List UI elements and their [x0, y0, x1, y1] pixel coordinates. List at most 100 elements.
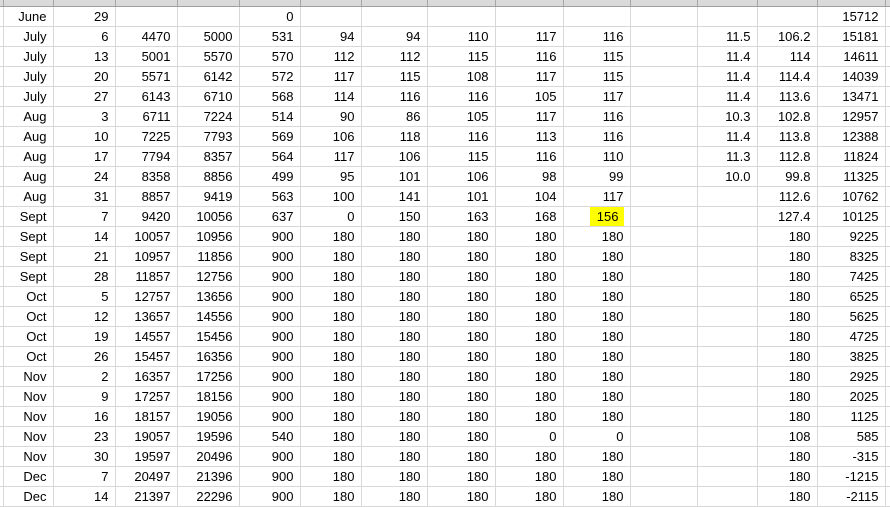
cell[interactable]: 180 [757, 386, 818, 407]
cell[interactable] [630, 206, 698, 227]
cell[interactable]: 514 [239, 106, 301, 127]
cell[interactable]: 30 [53, 446, 116, 467]
cell[interactable] [697, 466, 758, 487]
cell-month[interactable]: July [3, 46, 54, 67]
cell[interactable]: 180 [427, 306, 496, 327]
cell[interactable]: 180 [495, 326, 564, 347]
cell[interactable]: 180 [300, 426, 362, 447]
cell[interactable]: 180 [361, 326, 428, 347]
cell[interactable]: 180 [757, 366, 818, 387]
cell-month[interactable]: Nov [3, 386, 54, 407]
cell[interactable]: 12757 [115, 286, 178, 307]
cell[interactable]: 180 [361, 486, 428, 507]
cell[interactable]: 180 [563, 346, 631, 367]
cell[interactable] [563, 6, 631, 27]
cell[interactable] [697, 6, 758, 27]
cell[interactable] [630, 286, 698, 307]
cell[interactable]: 95 [300, 166, 362, 187]
cell[interactable]: 11.4 [697, 66, 758, 87]
cell[interactable]: 180 [757, 226, 818, 247]
cell[interactable]: 637 [239, 206, 301, 227]
cell[interactable]: 168 [495, 206, 564, 227]
cell[interactable]: 10056 [177, 206, 240, 227]
cell[interactable]: 180 [495, 286, 564, 307]
cell[interactable] [757, 6, 818, 27]
cell[interactable] [630, 466, 698, 487]
cell[interactable]: 180 [495, 226, 564, 247]
cell[interactable]: 6142 [177, 66, 240, 87]
cell[interactable]: 86 [361, 106, 428, 127]
cell[interactable]: 104 [495, 186, 564, 207]
cell[interactable]: 180 [495, 366, 564, 387]
cell[interactable]: 180 [495, 466, 564, 487]
cell[interactable]: 115 [361, 66, 428, 87]
cell[interactable]: 13 [53, 46, 116, 67]
cell[interactable]: 116 [427, 86, 496, 107]
cell[interactable]: 499 [239, 166, 301, 187]
cell[interactable]: 180 [300, 366, 362, 387]
cell[interactable] [697, 426, 758, 447]
cell[interactable]: 900 [239, 226, 301, 247]
cell[interactable]: 4470 [115, 26, 178, 47]
cell[interactable]: 18156 [177, 386, 240, 407]
cell[interactable]: 118 [361, 126, 428, 147]
cell[interactable]: 585 [817, 426, 886, 447]
cell[interactable]: 180 [361, 246, 428, 267]
cell[interactable] [300, 6, 362, 27]
cell[interactable] [697, 206, 758, 227]
cell[interactable] [630, 486, 698, 507]
cell[interactable]: 110 [427, 26, 496, 47]
cell[interactable]: 180 [563, 306, 631, 327]
cell[interactable]: 180 [361, 286, 428, 307]
cell[interactable]: 31 [53, 186, 116, 207]
cell[interactable]: 24 [53, 166, 116, 187]
cell[interactable]: 180 [563, 266, 631, 287]
cell[interactable]: 6710 [177, 86, 240, 107]
cell-month[interactable]: July [3, 26, 54, 47]
cell[interactable]: 180 [563, 486, 631, 507]
cell[interactable]: 10057 [115, 226, 178, 247]
cell[interactable]: 150 [361, 206, 428, 227]
cell[interactable]: 180 [427, 426, 496, 447]
cell[interactable]: 180 [300, 306, 362, 327]
cell[interactable] [361, 6, 428, 27]
cell[interactable]: 117 [300, 66, 362, 87]
cell[interactable]: 0 [495, 426, 564, 447]
cell[interactable]: 21396 [177, 466, 240, 487]
cell[interactable]: 1125 [817, 406, 886, 427]
cell-month[interactable]: Oct [3, 286, 54, 307]
cell[interactable]: 14611 [817, 46, 886, 67]
cell[interactable] [630, 426, 698, 447]
cell[interactable]: 20496 [177, 446, 240, 467]
cell[interactable]: 180 [300, 406, 362, 427]
cell[interactable]: 0 [563, 426, 631, 447]
cell[interactable]: 10125 [817, 206, 886, 227]
cell[interactable]: 13657 [115, 306, 178, 327]
cell[interactable] [697, 486, 758, 507]
cell-month[interactable]: Sept [3, 246, 54, 267]
cell[interactable]: 180 [495, 266, 564, 287]
cell[interactable]: 106 [361, 146, 428, 167]
cell[interactable]: 7 [53, 206, 116, 227]
cell[interactable]: 7225 [115, 126, 178, 147]
cell[interactable]: 180 [361, 466, 428, 487]
cell[interactable]: 113 [495, 126, 564, 147]
cell[interactable] [697, 286, 758, 307]
cell[interactable]: 7224 [177, 106, 240, 127]
cell[interactable]: 11.4 [697, 86, 758, 107]
cell[interactable]: 180 [757, 326, 818, 347]
cell[interactable]: 11.3 [697, 146, 758, 167]
cell[interactable]: 114 [300, 86, 362, 107]
cell[interactable]: 116 [427, 126, 496, 147]
cell[interactable]: 106.2 [757, 26, 818, 47]
cell-month[interactable]: Nov [3, 426, 54, 447]
cell[interactable]: 569 [239, 126, 301, 147]
cell[interactable]: 180 [495, 406, 564, 427]
cell[interactable] [630, 386, 698, 407]
cell[interactable]: 116 [495, 46, 564, 67]
cell[interactable]: 6525 [817, 286, 886, 307]
cell[interactable]: 15181 [817, 26, 886, 47]
cell[interactable]: 6143 [115, 86, 178, 107]
cell[interactable]: 11325 [817, 166, 886, 187]
cell[interactable]: 5570 [177, 46, 240, 67]
